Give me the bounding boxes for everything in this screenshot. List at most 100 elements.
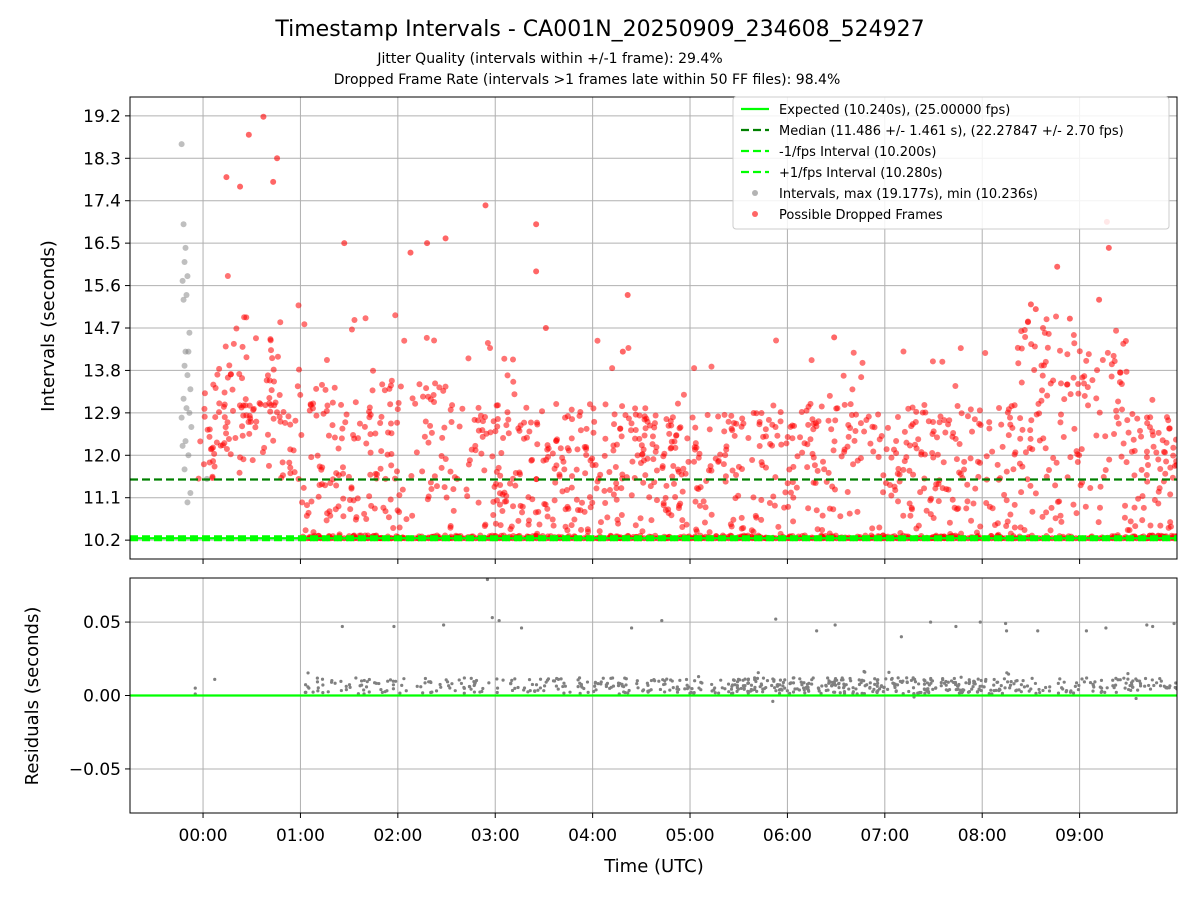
dropped-frame-point-920 bbox=[1113, 407, 1120, 414]
residual-point-662 bbox=[742, 686, 746, 690]
dropped-frame-point-1264 bbox=[890, 446, 897, 453]
dropped-frame-point-633 bbox=[394, 419, 401, 426]
dropped-frame-point-419 bbox=[210, 458, 217, 465]
residual-point-797 bbox=[772, 679, 776, 683]
residual-point-473 bbox=[837, 685, 841, 690]
dropped-frame-point-1353 bbox=[810, 454, 817, 461]
residual-point-516 bbox=[693, 679, 697, 683]
chart-title: Timestamp Intervals - CA001N_20250909_23… bbox=[274, 17, 924, 42]
dropped-frame-point-371 bbox=[1048, 504, 1055, 511]
dropped-frame-point-1312 bbox=[210, 381, 217, 388]
dropped-frame-point-634 bbox=[544, 505, 551, 512]
residual-point-572 bbox=[652, 677, 656, 682]
residual-point-606 bbox=[804, 685, 809, 689]
dropped-frame-point-362 bbox=[239, 343, 246, 350]
dropped-frame-point-743 bbox=[1118, 453, 1125, 460]
dropped-frame-point-1424 bbox=[1070, 374, 1077, 381]
residual-point-437 bbox=[1074, 681, 1079, 685]
dropped-frame-point-1492 bbox=[534, 530, 541, 537]
dropped-frame-point-1497 bbox=[582, 470, 589, 477]
dropped-frame-point-1254 bbox=[279, 459, 286, 466]
gray-point-5 bbox=[184, 273, 191, 280]
dropped-frame-point-1499 bbox=[1118, 380, 1125, 387]
dropped-frame-point-1426 bbox=[617, 425, 624, 432]
residual-point-637 bbox=[967, 678, 971, 682]
residual-point-250 bbox=[362, 688, 366, 692]
dropped-frame-point-1476 bbox=[787, 423, 794, 430]
gray-point-1 bbox=[180, 221, 187, 228]
dropped-frame-point-894 bbox=[927, 497, 934, 504]
dropped-frame-point-403 bbox=[589, 455, 596, 462]
dropped-frame-point-952 bbox=[261, 444, 268, 451]
dropped-frame-point-1247 bbox=[343, 411, 350, 418]
dropped-frame-point-1399 bbox=[1078, 446, 1085, 453]
dropped-frame-point-27 bbox=[421, 433, 428, 440]
dropped-frame-point-1397 bbox=[805, 421, 812, 428]
dropped-frame-point-327 bbox=[576, 412, 583, 419]
dropped-frame-point-1040 bbox=[789, 435, 796, 442]
dropped-frame-point-442 bbox=[388, 462, 395, 469]
residual-point-676 bbox=[1012, 682, 1016, 686]
dropped-frame-outlier-16 bbox=[624, 292, 631, 298]
residual-point-299 bbox=[931, 687, 935, 692]
residual-point-868 bbox=[1131, 685, 1135, 689]
dropped-frame-point-1450 bbox=[1028, 417, 1035, 424]
residual-outlier-11 bbox=[833, 623, 837, 627]
dropped-frame-point-589 bbox=[733, 471, 740, 478]
dropped-frame-point-1023 bbox=[949, 496, 956, 503]
dropped-frame-point-137 bbox=[310, 529, 317, 536]
dropped-frame-point-1120 bbox=[989, 448, 996, 455]
residual-point-19 bbox=[749, 683, 754, 687]
residual-point-52 bbox=[770, 683, 774, 688]
dropped-frame-point-394 bbox=[373, 471, 380, 478]
dropped-frame-point-172 bbox=[1017, 524, 1024, 531]
residual-point-834 bbox=[746, 681, 750, 685]
residual-point-251 bbox=[1076, 688, 1081, 692]
dropped-frame-point-1246 bbox=[732, 495, 739, 502]
dropped-frame-point-808 bbox=[712, 455, 719, 462]
dropped-frame-point-152 bbox=[396, 524, 403, 531]
residual-point-50 bbox=[873, 682, 877, 686]
dropped-frame-point-81 bbox=[378, 413, 385, 420]
residual-point-712 bbox=[759, 683, 764, 687]
gray-point-16 bbox=[186, 409, 193, 416]
top-y-tick-label-3: 12.9 bbox=[83, 404, 121, 424]
dropped-frame-point-1107 bbox=[274, 409, 281, 416]
dropped-frame-point-575 bbox=[857, 420, 864, 427]
dropped-frame-point-183 bbox=[636, 435, 643, 442]
residual-point-733 bbox=[946, 688, 950, 693]
dropped-frame-point-797 bbox=[1053, 313, 1060, 320]
residual-point-190 bbox=[835, 678, 839, 682]
dropped-frame-point-236 bbox=[774, 432, 781, 439]
residual-point-88 bbox=[857, 678, 861, 682]
dropped-frame-point-521 bbox=[553, 462, 560, 469]
dropped-frame-point-201 bbox=[340, 513, 347, 520]
dropped-frame-point-1451 bbox=[465, 355, 472, 362]
dropped-frame-point-193 bbox=[1071, 340, 1078, 347]
dropped-frame-point-159 bbox=[594, 337, 601, 344]
dropped-frame-point-1345 bbox=[352, 516, 359, 523]
residual-point-817 bbox=[495, 690, 499, 695]
dropped-frame-point-1128 bbox=[954, 402, 961, 409]
dropped-frame-point-123 bbox=[267, 408, 274, 415]
dropped-frame-point-629 bbox=[492, 520, 499, 527]
dropped-frame-point-452 bbox=[226, 362, 233, 369]
residual-point-413 bbox=[675, 685, 679, 689]
residual-point-548 bbox=[922, 687, 926, 691]
dropped-frame-point-699 bbox=[1041, 329, 1048, 336]
dropped-frame-point-788 bbox=[758, 496, 765, 503]
residual-point-55 bbox=[723, 687, 727, 691]
dropped-frame-point-829 bbox=[1043, 316, 1050, 323]
dropped-frame-point-1421 bbox=[242, 396, 249, 403]
dropped-frame-point-963 bbox=[501, 489, 508, 496]
dropped-frame-point-1372 bbox=[384, 451, 391, 458]
dropped-frame-point-591 bbox=[1019, 426, 1026, 433]
residual-point-582 bbox=[1058, 677, 1062, 681]
dropped-frame-point-1471 bbox=[758, 516, 765, 523]
residual-point-875 bbox=[1022, 685, 1027, 689]
residual-point-665 bbox=[739, 686, 743, 691]
dropped-frame-point-463 bbox=[562, 523, 569, 530]
dropped-frame-point-310 bbox=[999, 443, 1006, 450]
dropped-frame-point-109 bbox=[1172, 436, 1177, 443]
residual-point-586 bbox=[469, 687, 473, 691]
